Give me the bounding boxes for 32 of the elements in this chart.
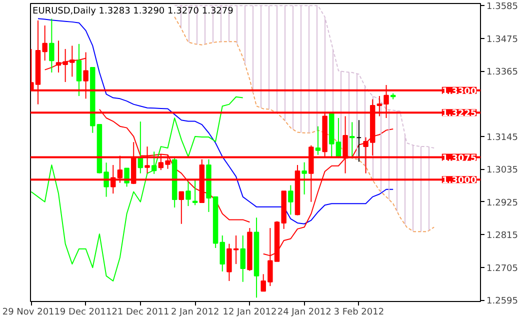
y-tick-label: 1.3475 <box>486 34 518 45</box>
candlestick <box>302 162 307 195</box>
x-tick-label: 2 Jan 2012 <box>170 308 220 318</box>
x-tick-label: 24 Jan 2012 <box>277 308 332 318</box>
candlestick <box>315 126 321 156</box>
y-tick-label: 1.2705 <box>486 264 518 274</box>
candlestick <box>186 181 191 207</box>
x-tick-label: 12 Jan 2012 <box>222 308 277 318</box>
candlestick <box>350 122 355 158</box>
ref-line-label: 1.3075 <box>442 154 477 164</box>
x-tick-label: 9 Dec 2011 <box>60 308 112 318</box>
y-tick-label: 1.2925 <box>486 198 518 208</box>
x-tick-label: 3 Feb 2012 <box>334 308 384 318</box>
y-tick-label: 1.3035 <box>486 166 518 176</box>
chart-title: EURUSD,Daily 1.3283 1.3290 1.3270 1.3279 <box>32 6 234 16</box>
candlestick <box>192 180 198 206</box>
candlestick <box>178 191 184 224</box>
candlestick <box>240 234 246 282</box>
line-series <box>30 96 244 282</box>
candlestick <box>151 151 157 174</box>
ref-line-label: 1.3300 <box>442 86 477 97</box>
candlestick <box>220 234 225 272</box>
candlestick <box>49 18 54 73</box>
y-tick-label: 1.2595 <box>486 296 518 307</box>
x-tick-label: 29 Nov 2011 <box>2 308 60 318</box>
y-tick-label: 1.3145 <box>486 132 518 143</box>
candlestick <box>288 184 294 216</box>
y-tick-label: 1.3365 <box>486 68 518 78</box>
y-tick-label: 1.3585 <box>486 2 518 12</box>
y-tick-label: 1.2815 <box>486 231 518 242</box>
x-tick-label: 21 Dec 2011 <box>112 308 170 318</box>
candlestick <box>76 43 82 96</box>
